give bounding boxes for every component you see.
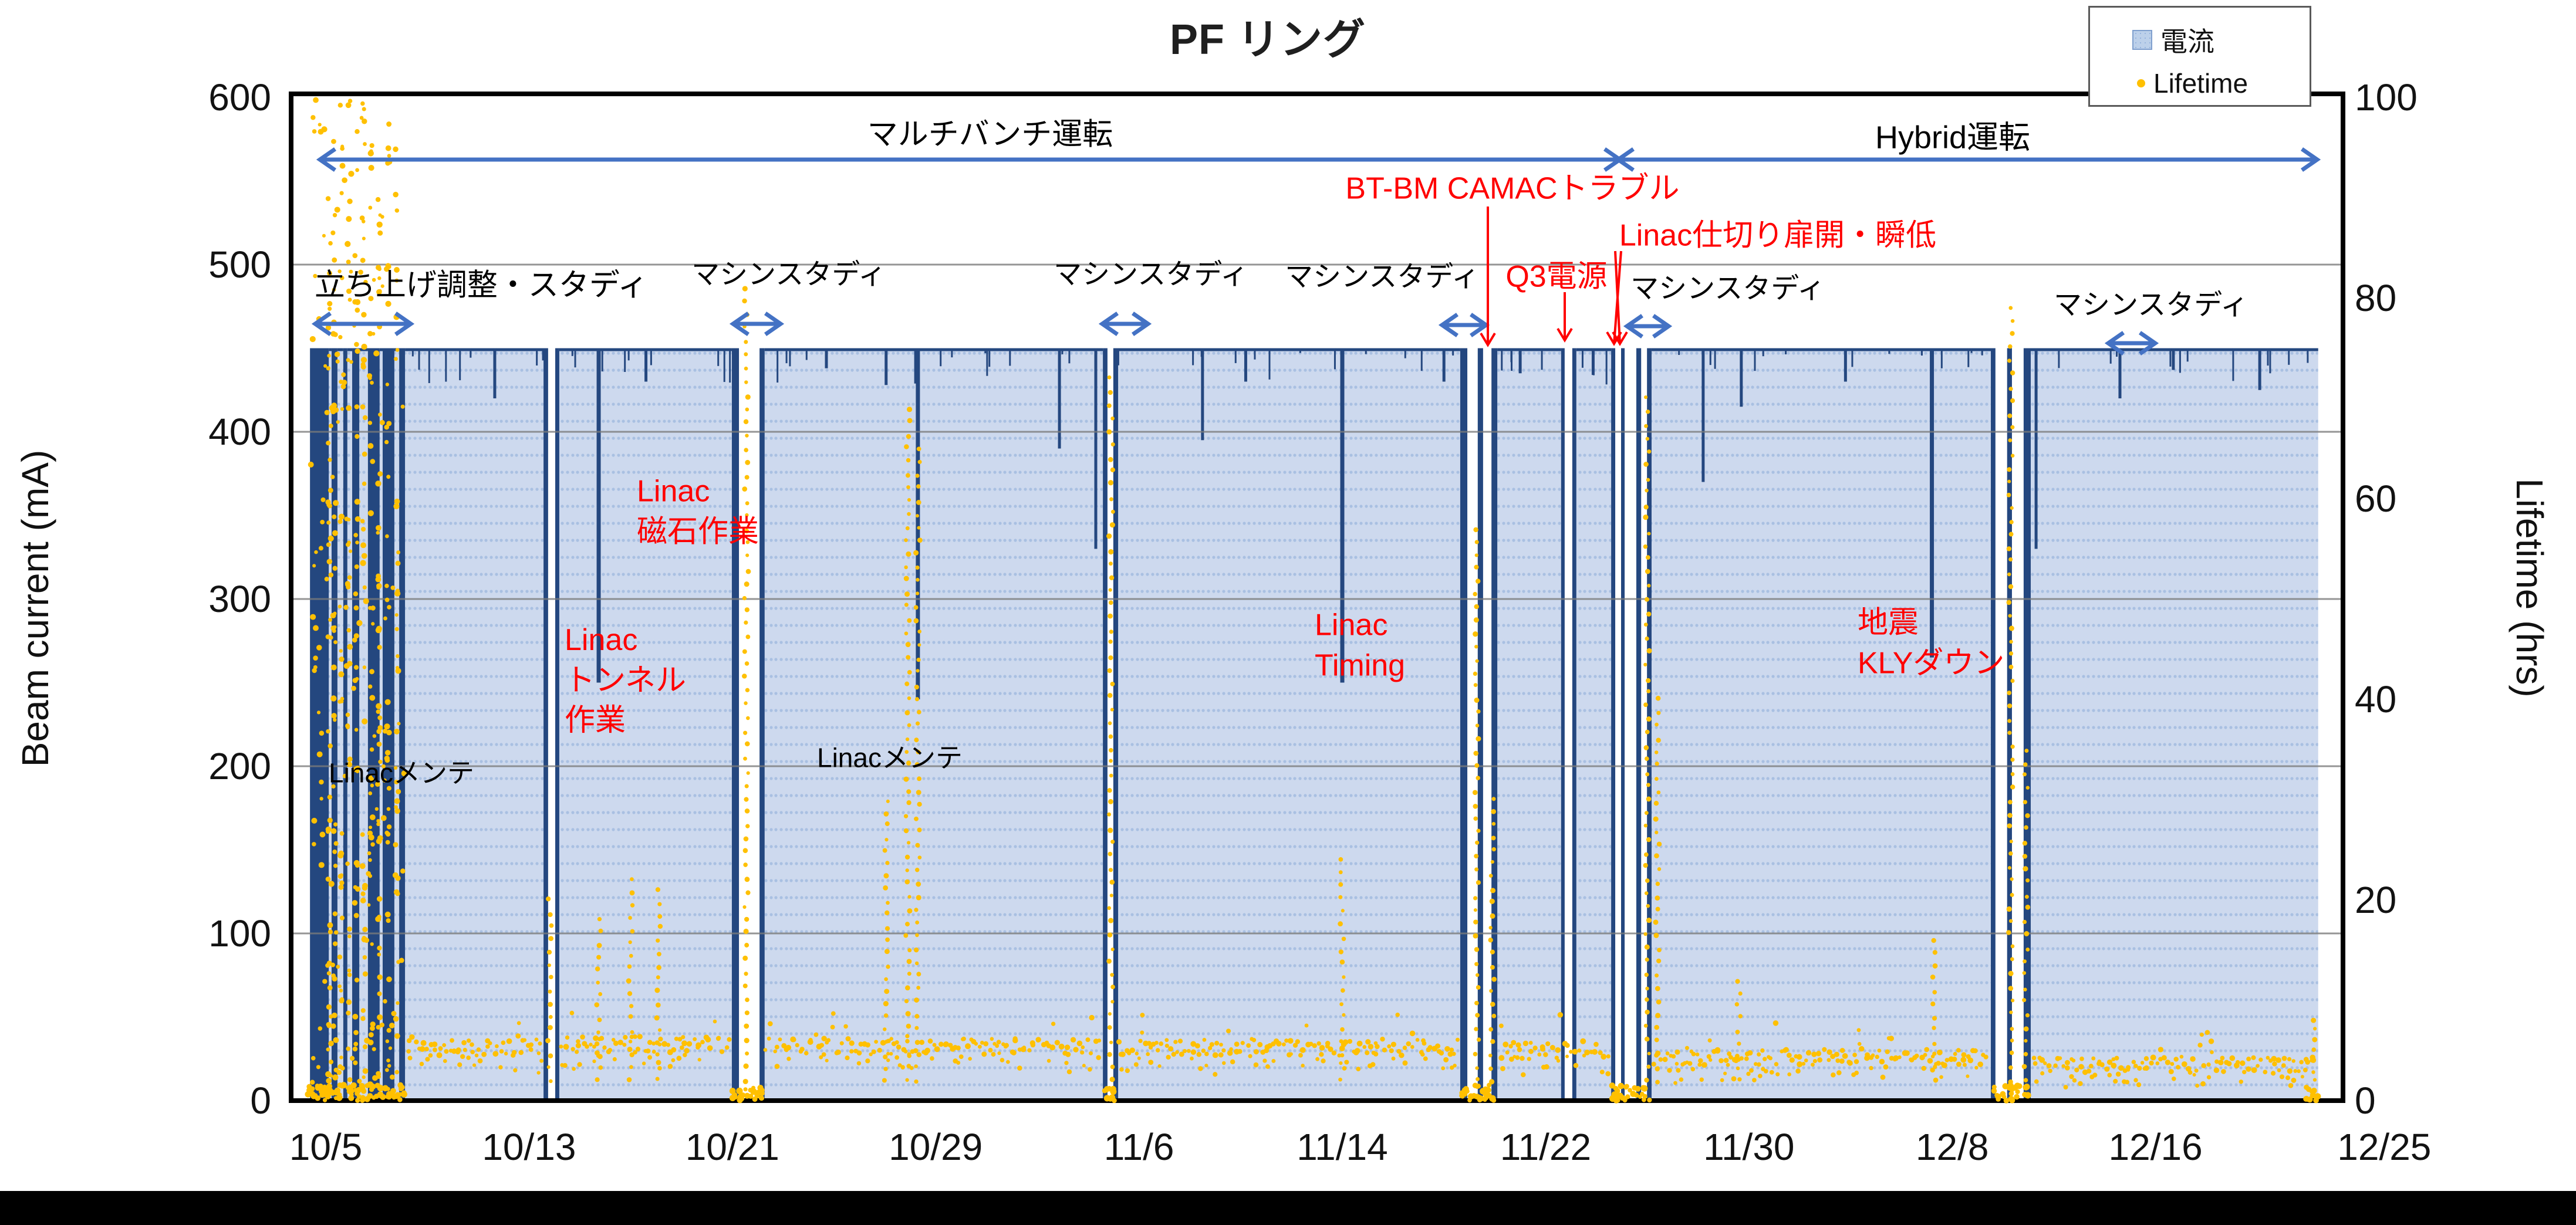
legend-label-lifetime: Lifetime	[2153, 68, 2248, 99]
label-multibunch-mode: マルチバンチ運転	[867, 117, 1113, 152]
label-linac-timing: Linac Timing	[1315, 608, 1406, 682]
label-machine-study-2: マシンスタディ	[1054, 259, 1248, 290]
label-linac-maintenance-1: Linacメンテ	[329, 757, 474, 789]
y-axis-right-tick: 20	[2355, 879, 2397, 921]
y-axis-left-tick: 300	[208, 578, 271, 620]
page-title: PF リング	[1169, 16, 1366, 63]
current-area-series	[329, 348, 2318, 1101]
plot-frame	[289, 92, 2345, 1103]
x-axis-tick: 11/14	[1297, 1126, 1388, 1168]
y-axis-right-tick: 0	[2355, 1080, 2376, 1122]
beam-off-bars	[310, 348, 2031, 1101]
label-linac-maintenance-2: Linacメンテ	[817, 742, 963, 773]
x-axis-tick: 11/6	[1103, 1126, 1174, 1168]
y-axis-right-tick: 40	[2355, 678, 2397, 720]
label-linac-tunnel-work: Linac トンネル 作業	[565, 623, 686, 738]
x-axis-tick: 12/16	[2108, 1126, 2203, 1168]
label-linac-door-dip: Linac仕切り扉開・瞬低	[1619, 218, 1937, 253]
x-axis-tick: 11/30	[1703, 1126, 1795, 1168]
label-machine-study-1: マシンスタディ	[691, 259, 886, 290]
y-axis-left-tick: 100	[208, 912, 271, 955]
x-axis-tick: 12/25	[2337, 1126, 2432, 1168]
y-axis-right-tick: 60	[2355, 478, 2397, 520]
x-axis-tick: 10/13	[482, 1126, 576, 1168]
label-linac-magnet-work: Linac 磁石作業	[637, 474, 759, 549]
x-axis-tick: 11/22	[1500, 1126, 1592, 1168]
y-axis-right-tick: 80	[2355, 277, 2397, 319]
label-startup-study: 立ち上げ調整・スタディ	[314, 268, 649, 303]
y-axis-left-tick: 500	[208, 243, 271, 286]
label-machine-study-5: マシンスタディ	[2054, 289, 2248, 321]
label-q3-power: Q3電源	[1505, 259, 1608, 294]
x-axis-tick: 10/5	[289, 1126, 363, 1168]
label-machine-study-4: マシンスタディ	[1630, 273, 1825, 304]
right-axis-title: Lifetime (hrs)	[2509, 478, 2551, 698]
legend-box: 電流 Lifetime	[2088, 6, 2311, 107]
y-axis-left-tick: 200	[208, 745, 271, 787]
label-hybrid-mode: Hybrid運転	[1875, 120, 2031, 155]
y-axis-left-tick: 600	[208, 76, 271, 119]
bottom-black-bar	[0, 1191, 2576, 1225]
y-axis-left-tick: 400	[208, 411, 271, 453]
legend-item-current: 電流	[2090, 18, 2310, 62]
annotation-arrows	[311, 147, 2321, 356]
x-axis-tick: 12/8	[1915, 1126, 1989, 1168]
x-axis-tick: 10/29	[889, 1126, 983, 1168]
y-axis-right-tick: 100	[2355, 76, 2418, 119]
label-btbm-camac-trouble: BT-BM CAMACトラブル	[1345, 171, 1680, 206]
legend-label-current: 電流	[2160, 26, 2214, 57]
current-dip-lines	[418, 348, 2271, 699]
current-swatch-icon	[2132, 30, 2152, 50]
lifetime-swatch-icon	[2137, 79, 2145, 87]
x-axis-tick: 10/21	[685, 1126, 779, 1168]
lifetime-scatter-series	[305, 97, 2321, 1104]
y-axis-left-tick: 0	[250, 1080, 271, 1122]
left-axis-title: Beam current (mA)	[14, 449, 56, 767]
label-earthquake-kly-down: 地震 KLYダウン	[1858, 605, 2005, 680]
label-machine-study-3: マシンスタディ	[1285, 261, 1480, 293]
legend-item-lifetime: Lifetime	[2090, 62, 2310, 105]
